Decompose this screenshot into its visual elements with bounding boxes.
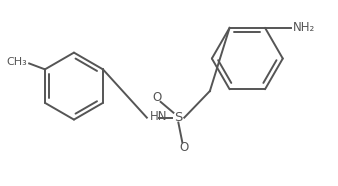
Text: S: S [174, 111, 183, 124]
Text: HN: HN [150, 110, 167, 123]
Text: NH₂: NH₂ [293, 21, 315, 34]
Text: O: O [180, 141, 189, 154]
Text: O: O [152, 92, 161, 104]
Text: CH₃: CH₃ [6, 57, 27, 68]
